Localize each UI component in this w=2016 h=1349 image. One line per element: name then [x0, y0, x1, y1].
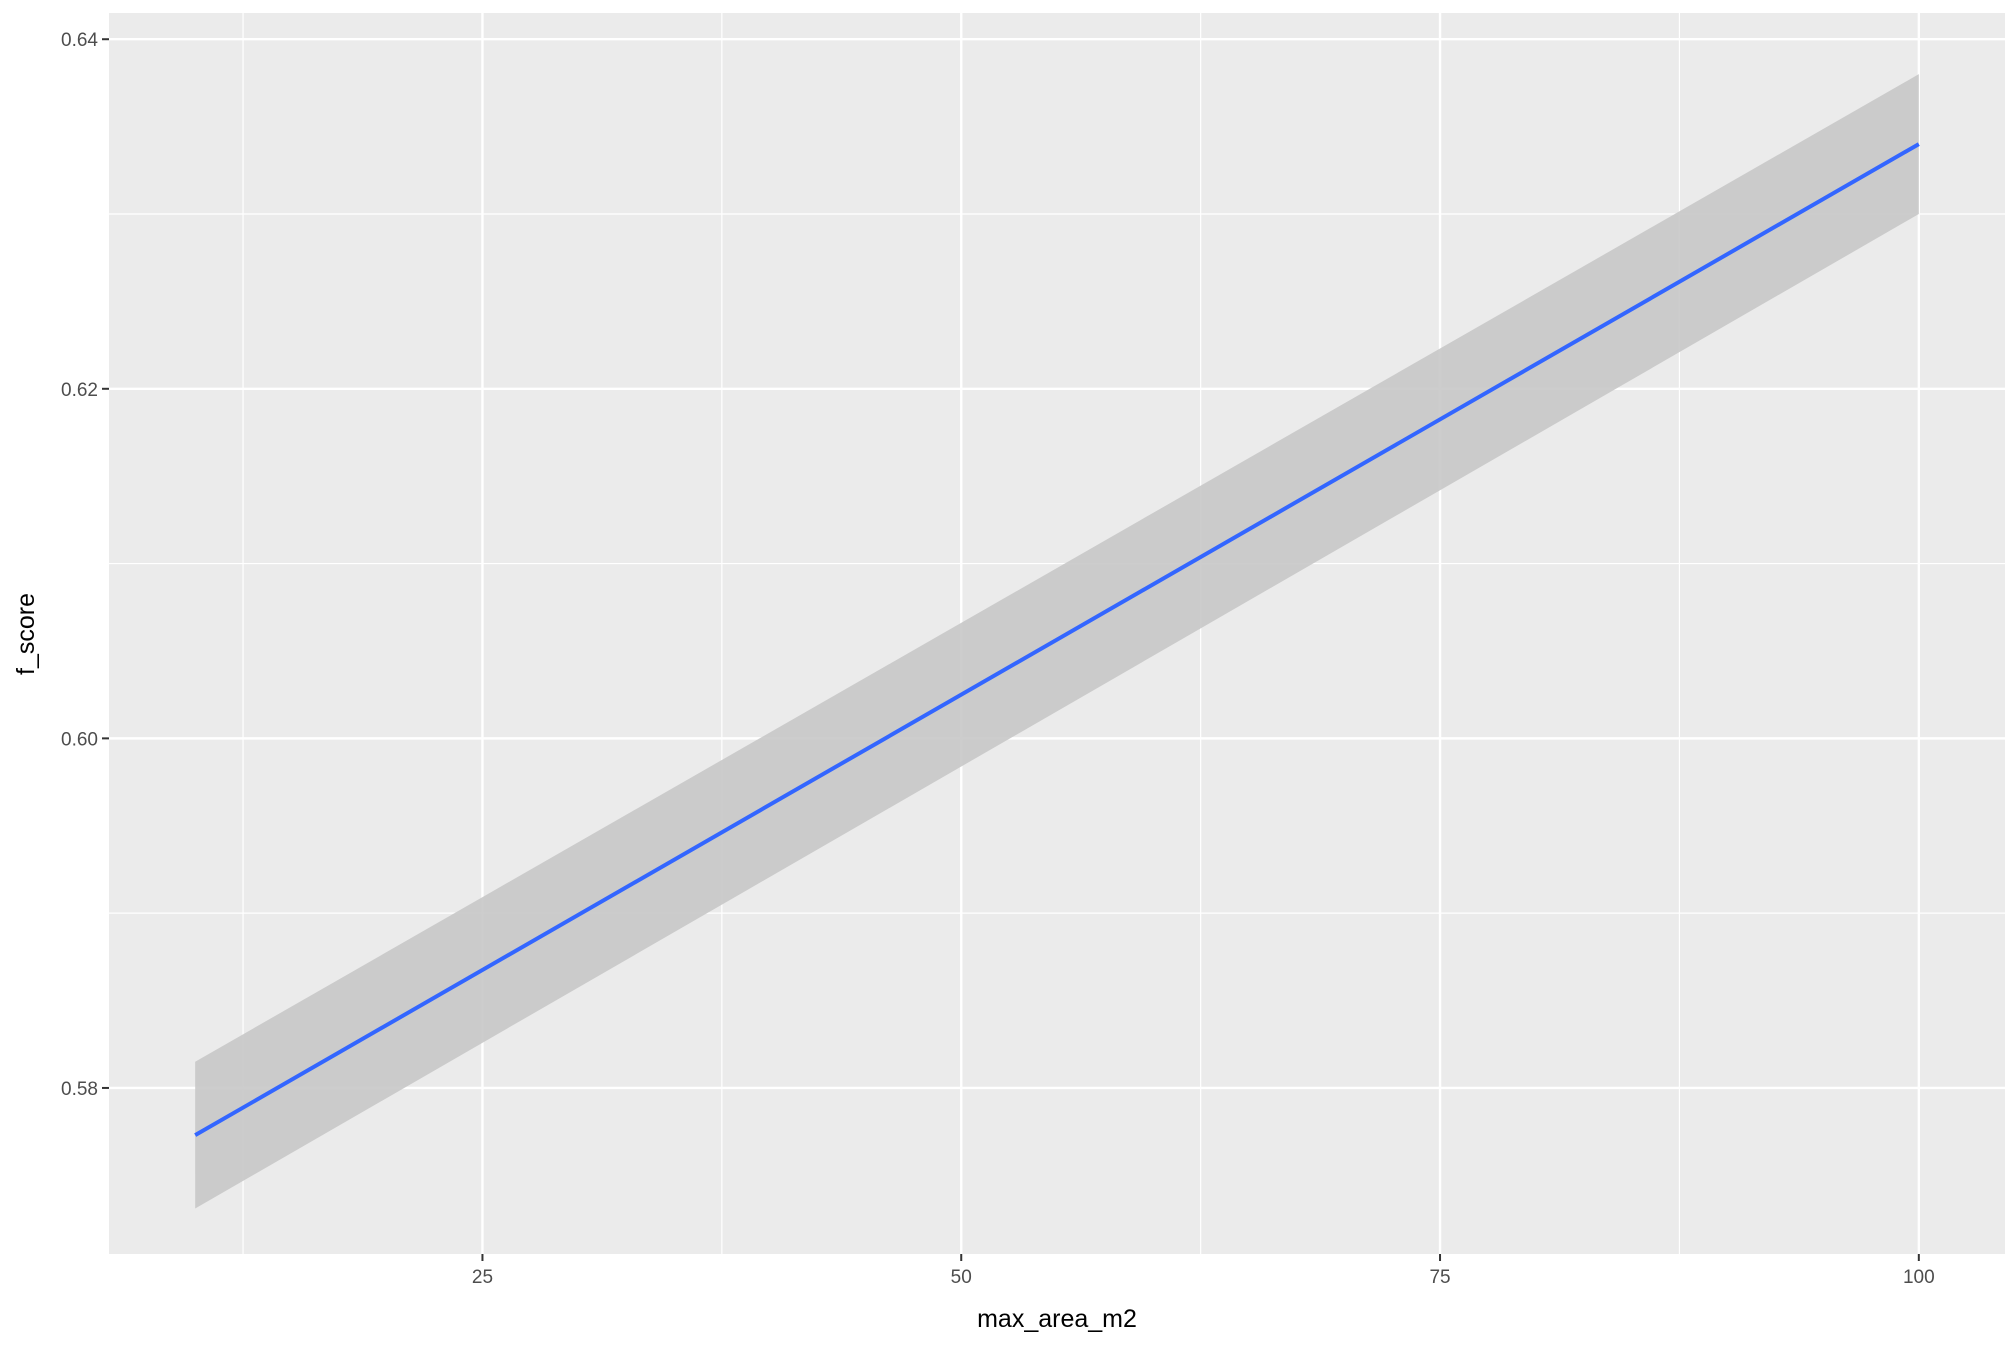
x-tick-label-3: 100 [1903, 1267, 1935, 1288]
y-tick-label-3: 0.64 [61, 30, 98, 51]
trend-line-layer [194, 142, 1920, 1137]
y-tick-label-2: 0.62 [61, 380, 98, 401]
x-tick-label-1: 50 [951, 1267, 972, 1288]
y-tick-label-0: 0.58 [61, 1079, 98, 1100]
y-tick-label-1: 0.60 [61, 729, 98, 750]
x-tick-label-0: 25 [472, 1267, 493, 1288]
fitted-line-0 [194, 142, 1920, 1137]
axis-ticks [102, 38, 1920, 1261]
grid-major [109, 13, 2005, 1254]
x-axis-title: max_area_m2 [977, 1305, 1137, 1333]
axis-tick-labels: 25 50 75 100 0.58 0.60 0.62 0.64 [61, 30, 1935, 1288]
x-tick-label-2: 75 [1429, 1267, 1450, 1288]
y-axis-title: f_score [12, 593, 40, 675]
